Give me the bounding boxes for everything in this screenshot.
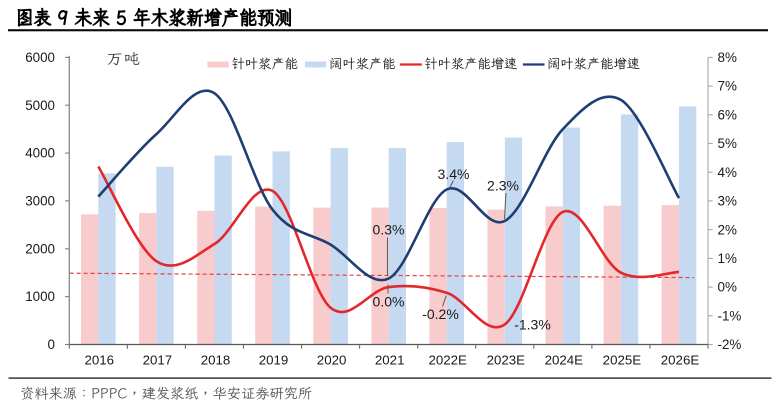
- svg-text:0.0%: 0.0%: [373, 294, 405, 310]
- svg-text:6000: 6000: [25, 50, 55, 65]
- svg-text:3%: 3%: [718, 194, 737, 209]
- svg-text:0%: 0%: [718, 280, 737, 295]
- svg-text:2021: 2021: [375, 353, 405, 368]
- svg-text:2016: 2016: [85, 353, 115, 368]
- svg-text:2023E: 2023E: [487, 353, 526, 368]
- svg-text:8%: 8%: [718, 50, 737, 65]
- svg-text:2026E: 2026E: [661, 353, 700, 368]
- svg-text:5%: 5%: [718, 136, 737, 151]
- svg-text:2017: 2017: [143, 353, 173, 368]
- svg-text:2020: 2020: [317, 353, 347, 368]
- svg-text:1%: 1%: [718, 251, 737, 266]
- svg-text:3000: 3000: [25, 194, 55, 209]
- svg-text:5000: 5000: [25, 98, 55, 113]
- svg-text:4%: 4%: [718, 165, 737, 180]
- svg-text:2019: 2019: [259, 353, 289, 368]
- svg-text:7%: 7%: [718, 79, 737, 94]
- svg-text:3.4%: 3.4%: [438, 166, 470, 182]
- svg-text:-1%: -1%: [718, 308, 742, 323]
- svg-text:2025E: 2025E: [603, 353, 642, 368]
- svg-text:-0.2%: -0.2%: [422, 306, 459, 322]
- svg-text:1000: 1000: [25, 289, 55, 304]
- svg-text:2018: 2018: [201, 353, 231, 368]
- svg-text:2022E: 2022E: [428, 353, 467, 368]
- svg-text:2.3%: 2.3%: [487, 177, 519, 193]
- svg-text:4000: 4000: [25, 146, 55, 161]
- svg-text:6%: 6%: [718, 107, 737, 122]
- svg-text:0: 0: [48, 337, 55, 352]
- svg-text:2024E: 2024E: [545, 353, 584, 368]
- svg-text:2000: 2000: [25, 241, 55, 256]
- svg-text:-1.3%: -1.3%: [514, 317, 551, 333]
- svg-text:0.3%: 0.3%: [373, 222, 405, 238]
- svg-text:2%: 2%: [718, 222, 737, 237]
- svg-text:-2%: -2%: [718, 337, 742, 352]
